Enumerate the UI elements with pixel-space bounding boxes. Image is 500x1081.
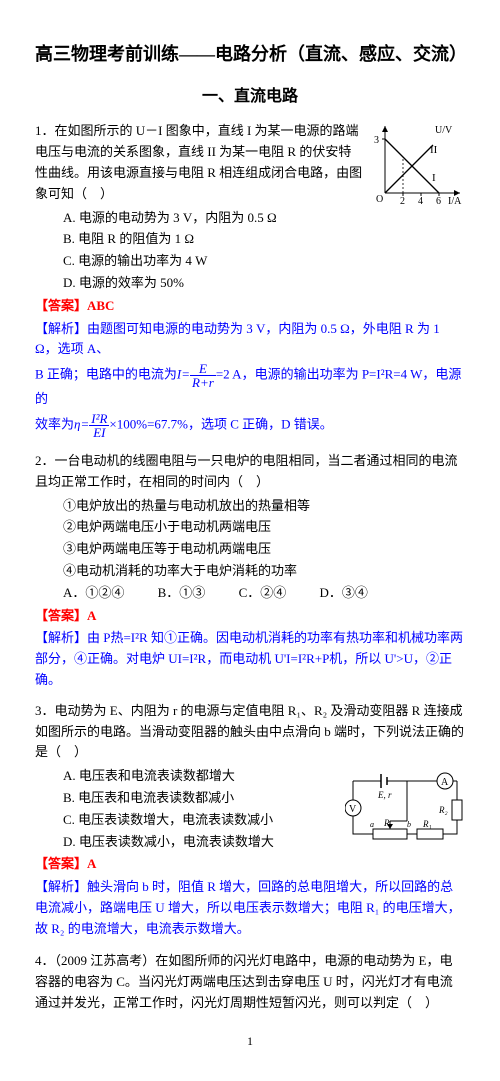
page-number: 1: [35, 1032, 465, 1051]
q2-opt-a: A．①②④: [63, 583, 124, 604]
q4-stem: 4．（2009 江苏高考）在如图所师的闪光灯电路中，电源的电动势为 E，电容器的…: [35, 951, 465, 1013]
svg-text:2: 2: [400, 196, 405, 206]
svg-text:V: V: [349, 804, 357, 815]
q1-explain-line2: B 正确；电路中的电流为I=ER+r=2 A，电源的输出功率为 P=I²R=4 …: [35, 362, 465, 410]
q2-opt-b: B．①③: [158, 583, 206, 604]
svg-text:R₂: R₂: [438, 805, 448, 815]
q1-opt-a: A. 电源的电动势为 3 V，内阻为 0.5 Ω: [63, 208, 465, 229]
q2-s3: ③电炉两端电压等于电动机两端电压: [63, 539, 465, 560]
svg-text:4: 4: [418, 196, 423, 206]
q2-s1: ①电炉放出的热量与电动机放出的热量相等: [63, 496, 465, 517]
svg-text:R₁: R₁: [422, 819, 432, 829]
svg-text:II: II: [430, 144, 438, 156]
q1-answer: 【答案】ABC: [35, 296, 465, 317]
svg-text:U/V: U/V: [435, 125, 453, 136]
svg-text:R: R: [383, 818, 390, 828]
q3-explain: 【解析】触头滑向 b 时，阻值 R 增大，回路的总电阻增大，所以回路的总电流减小…: [35, 877, 465, 939]
q1-opt-d: D. 电源的效率为 50%: [63, 273, 465, 294]
svg-text:a: a: [370, 820, 374, 829]
svg-text:3: 3: [374, 135, 379, 146]
svg-text:E, r: E, r: [377, 790, 392, 800]
q2-s2: ②电炉两端电压小于电动机两端电压: [63, 517, 465, 538]
question-2: 2．一台电动机的线圈电阻与一只电炉的电阻相同，当二者通过相同的电流且均正常工作时…: [35, 451, 465, 691]
q1-explain-line3: 效率为η=I²REI×100%=67.7%，选项 C 正确，D 错误。: [35, 412, 465, 439]
q1-graph: 3 2 4 6 O U/V I/A I II: [370, 121, 465, 206]
q2-s4: ④电动机消耗的功率大于电炉消耗的功率: [63, 561, 465, 582]
question-4: 4．（2009 江苏高考）在如图所师的闪光灯电路中，电源的电动势为 E，电容器的…: [35, 951, 465, 1013]
svg-text:O: O: [376, 194, 383, 205]
svg-text:I/A: I/A: [448, 196, 462, 206]
svg-text:I: I: [432, 172, 436, 184]
q2-opt-c: C．②④: [239, 583, 287, 604]
svg-text:b: b: [407, 820, 411, 829]
q2-answer: 【答案】A: [35, 606, 465, 627]
q2-explain: 【解析】由 P热=I²R 知①正确。因电动机消耗的功率有热功率和机械功率两部分，…: [35, 628, 465, 690]
q3-answer: 【答案】A: [35, 854, 465, 875]
question-3: 3．电动势为 E、内阻为 r 的电源与定值电阻 R₁、R₂ 及滑动变阻器 R 连…: [35, 701, 465, 942]
svg-text:6: 6: [436, 196, 441, 206]
question-1: 3 2 4 6 O U/V I/A I II 1．在如图所示的 U－I 图象中，…: [35, 121, 465, 441]
q2-options: A．①②④ B．①③ C．②④ D．③④: [63, 583, 465, 604]
section-heading: 一、直流电路: [35, 84, 465, 110]
q1-explain-line1: 【解析】由题图可知电源的电动势为 3 V，内阻为 0.5 Ω，外电阻 R 为 1…: [35, 319, 465, 361]
q1-opt-c: C. 电源的输出功率为 4 W: [63, 251, 465, 272]
q2-opt-d: D．③④: [319, 583, 367, 604]
q2-stem: 2．一台电动机的线圈电阻与一只电炉的电阻相同，当二者通过相同的电流且均正常工作时…: [35, 451, 465, 493]
page-title: 高三物理考前训练——电路分析（直流、感应、交流）: [35, 40, 465, 69]
q3-stem: 3．电动势为 E、内阻为 r 的电源与定值电阻 R₁、R₂ 及滑动变阻器 R 连…: [35, 701, 465, 763]
svg-text:A: A: [441, 777, 449, 788]
q3-circuit: E, r A V R₂ a b R R₁: [345, 766, 465, 844]
q1-opt-b: B. 电阻 R 的阻值为 1 Ω: [63, 229, 465, 250]
